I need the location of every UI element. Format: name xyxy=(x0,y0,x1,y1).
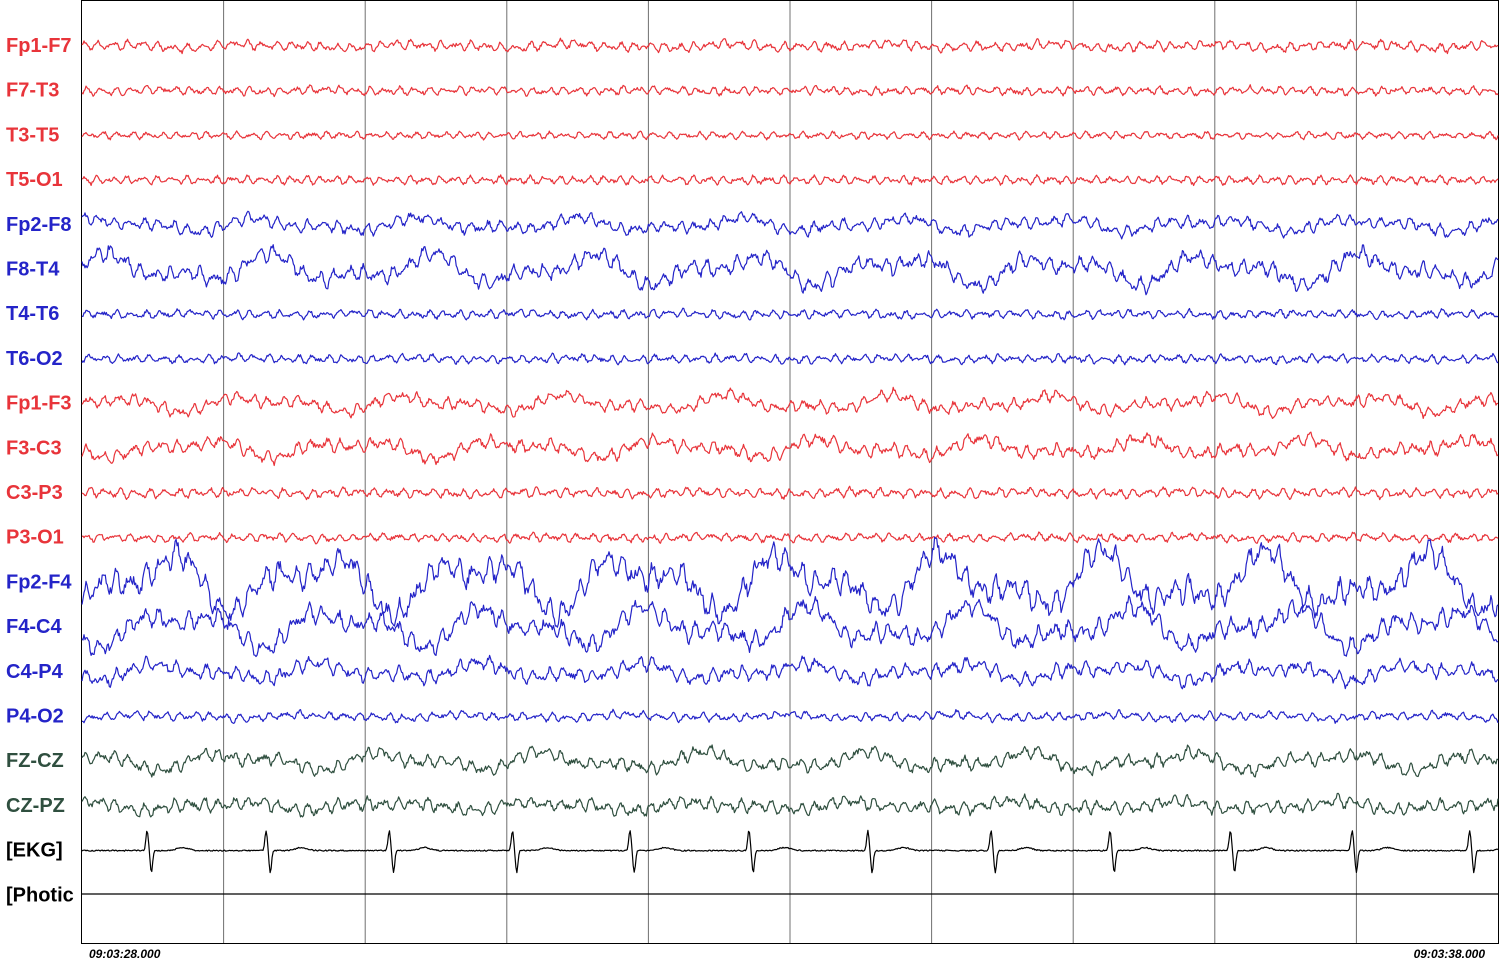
channel-label: T6-O2 xyxy=(6,348,63,370)
time-start-label: 09:03:28.000 xyxy=(89,947,161,961)
channel-trace xyxy=(81,485,1499,501)
channel-trace xyxy=(81,708,1499,725)
channel-label: T5-O1 xyxy=(6,169,63,191)
channel-trace xyxy=(81,431,1499,467)
channel-label: Fp1-F3 xyxy=(6,393,72,415)
channel-traces xyxy=(81,37,1499,874)
channel-label: P4-O2 xyxy=(6,706,64,728)
channel-labels: Fp1-F7 F7-T3 T3-T5 T5-O1 Fp2-F8 F8-T4 T4-T6 T6-… xyxy=(6,35,74,906)
channel-label: F4-C4 xyxy=(6,616,62,638)
channel-trace xyxy=(81,84,1499,98)
channel-label: F7-T3 xyxy=(6,80,59,102)
channel-trace xyxy=(81,829,1499,874)
channel-label: T4-T6 xyxy=(6,303,59,325)
channel-label: [Photic xyxy=(6,884,74,906)
channel-label: CZ-PZ xyxy=(6,795,65,817)
channel-label: C3-P3 xyxy=(6,482,63,504)
time-end-label: 09:03:38.000 xyxy=(1414,947,1486,961)
channel-trace xyxy=(81,595,1499,658)
channel-trace xyxy=(81,386,1499,419)
channel-label: P3-O1 xyxy=(6,527,64,549)
channel-trace xyxy=(81,352,1499,366)
channel-label: [EKG] xyxy=(6,840,63,862)
channel-label: FZ-CZ xyxy=(6,750,64,772)
channel-trace xyxy=(81,307,1499,321)
channel-label: F8-T4 xyxy=(6,259,60,281)
channel-trace xyxy=(81,37,1499,55)
channel-trace xyxy=(81,531,1499,545)
channel-trace xyxy=(81,174,1499,187)
channel-label: T3-T5 xyxy=(6,124,59,146)
channel-trace xyxy=(81,130,1499,141)
channel-trace xyxy=(81,744,1499,778)
channel-trace xyxy=(81,244,1499,296)
channel-label: Fp1-F7 xyxy=(6,35,72,57)
channel-trace xyxy=(81,536,1499,628)
plot-frame xyxy=(81,0,1499,944)
channel-trace xyxy=(81,654,1499,690)
channel-label: C4-P4 xyxy=(6,661,64,683)
time-gridlines xyxy=(223,0,1357,944)
channel-label: F3-C3 xyxy=(6,437,62,459)
channel-trace xyxy=(81,792,1499,818)
channel-label: Fp2-F4 xyxy=(6,571,72,593)
channel-label: Fp2-F8 xyxy=(6,214,72,236)
channel-trace xyxy=(81,210,1499,240)
